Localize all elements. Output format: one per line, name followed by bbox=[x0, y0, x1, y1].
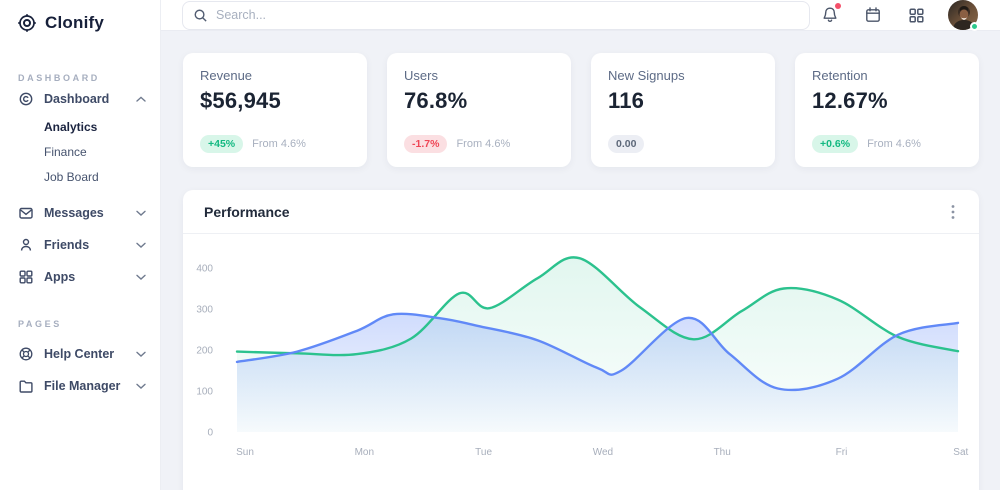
series-blue-area bbox=[237, 313, 958, 432]
stat-value: 12.67% bbox=[812, 88, 888, 113]
chevron-down-icon bbox=[136, 274, 146, 281]
apps-icon bbox=[18, 269, 34, 285]
clonify-logo-icon bbox=[17, 13, 37, 33]
notification-dot bbox=[835, 3, 841, 9]
help-icon bbox=[18, 346, 34, 362]
messages-icon bbox=[18, 205, 34, 221]
section-label-dashboard: DASHBOARD bbox=[18, 73, 100, 83]
sidebar: Clonify DASHBOARD Dashboard Analytics Fi… bbox=[0, 0, 161, 490]
sidebar-item-label: Messages bbox=[44, 206, 104, 220]
brand-logo[interactable]: Clonify bbox=[0, 0, 160, 33]
stat-cards-row: Revenue $56,945 +45% From 4.6% Users 76.… bbox=[183, 53, 979, 167]
x-axis-label: Wed bbox=[593, 447, 613, 458]
stat-card-new-signups: New Signups 116 0.00 bbox=[591, 53, 775, 167]
stat-card-retention: Retention 12.67% +0.6% From 4.6% bbox=[795, 53, 979, 167]
sidebar-item-messages[interactable]: Messages bbox=[0, 197, 160, 229]
dashboard-icon bbox=[18, 91, 34, 107]
chevron-down-icon bbox=[136, 242, 146, 249]
performance-chart: 0 100 200 300 400 Sun Mon Tue Wed Thu Fri Sat bbox=[183, 234, 979, 481]
stat-label: Retention bbox=[812, 68, 868, 83]
x-axis-label: Sat bbox=[953, 447, 968, 458]
sidebar-item-dashboard[interactable]: Dashboard bbox=[0, 83, 160, 115]
stat-badge: +45% bbox=[200, 135, 244, 153]
friends-icon bbox=[18, 237, 34, 253]
search-box[interactable] bbox=[182, 0, 810, 30]
chevron-down-icon bbox=[136, 210, 146, 217]
search-icon bbox=[193, 8, 208, 23]
sidebar-item-friends[interactable]: Friends bbox=[0, 229, 160, 261]
stat-value: 116 bbox=[608, 88, 645, 113]
sidebar-item-file-manager[interactable]: File Manager bbox=[0, 370, 160, 402]
sidebar-item-label: Dashboard bbox=[44, 92, 110, 106]
y-axis-tick: 400 bbox=[196, 264, 213, 275]
x-axis-label: Thu bbox=[714, 447, 731, 458]
chevron-down-icon bbox=[136, 351, 146, 358]
y-axis-tick: 300 bbox=[196, 305, 213, 316]
chevron-down-icon bbox=[136, 383, 146, 390]
x-axis-label: Sun bbox=[236, 447, 254, 458]
kebab-menu-icon[interactable] bbox=[944, 203, 962, 221]
y-axis-tick: 0 bbox=[207, 428, 213, 439]
stat-badge: -1.7% bbox=[404, 135, 448, 153]
stat-note: From 4.6% bbox=[252, 138, 306, 150]
folder-icon bbox=[18, 378, 34, 394]
apps-menu-button[interactable] bbox=[905, 4, 927, 26]
apps-grid-icon bbox=[908, 7, 925, 24]
x-axis-label: Tue bbox=[475, 447, 492, 458]
x-axis-label: Fri bbox=[836, 447, 848, 458]
search-input[interactable] bbox=[216, 8, 799, 22]
y-axis-tick: 200 bbox=[196, 346, 213, 357]
notifications-button[interactable] bbox=[819, 3, 841, 26]
stat-badge: +0.6% bbox=[812, 135, 859, 153]
sidebar-item-help-center[interactable]: Help Center bbox=[0, 338, 160, 370]
chevron-up-icon bbox=[136, 95, 146, 103]
stat-label: Revenue bbox=[200, 68, 253, 83]
series-green-line bbox=[235, 256, 960, 357]
content: Revenue $56,945 +45% From 4.6% Users 76.… bbox=[161, 31, 1000, 490]
section-label-pages: PAGES bbox=[18, 319, 62, 329]
y-axis-tick: 100 bbox=[196, 387, 213, 398]
sidebar-item-label: File Manager bbox=[44, 379, 121, 393]
x-axis-label: Mon bbox=[355, 447, 374, 458]
stat-note: From 4.6% bbox=[867, 138, 921, 150]
bell-icon bbox=[821, 6, 839, 24]
chart-title: Performance bbox=[204, 204, 290, 220]
series-blue-line bbox=[235, 312, 960, 392]
performance-card: Performance 0 100 200 300 400 Sun Mon Tue Wed Thu… bbox=[183, 190, 979, 490]
sidebar-item-label: Help Center bbox=[44, 347, 115, 361]
sidebar-subitem-finance[interactable]: Finance bbox=[44, 145, 87, 159]
stat-value: $56,945 bbox=[200, 88, 281, 113]
stat-value: 76.8% bbox=[404, 88, 468, 113]
stat-badge: 0.00 bbox=[608, 135, 645, 153]
calendar-icon bbox=[864, 6, 882, 24]
stat-note: From 4.6% bbox=[456, 138, 511, 150]
user-avatar[interactable] bbox=[948, 0, 979, 31]
topbar bbox=[161, 0, 1000, 31]
sidebar-subitem-job-board[interactable]: Job Board bbox=[44, 170, 99, 184]
stat-card-users: Users 76.8% -1.7% From 4.6% bbox=[387, 53, 571, 167]
sidebar-item-apps[interactable]: Apps bbox=[0, 261, 160, 293]
stat-label: New Signups bbox=[608, 68, 685, 83]
calendar-button[interactable] bbox=[862, 4, 884, 26]
brand-name: Clonify bbox=[45, 13, 105, 32]
sidebar-item-label: Apps bbox=[44, 270, 76, 284]
sidebar-item-label: Friends bbox=[44, 238, 90, 252]
main-area: Revenue $56,945 +45% From 4.6% Users 76.… bbox=[161, 0, 1000, 490]
sidebar-subitem-analytics[interactable]: Analytics bbox=[44, 120, 98, 134]
stat-card-revenue: Revenue $56,945 +45% From 4.6% bbox=[183, 53, 367, 167]
stat-label: Users bbox=[404, 68, 438, 83]
online-status-dot bbox=[970, 22, 979, 31]
